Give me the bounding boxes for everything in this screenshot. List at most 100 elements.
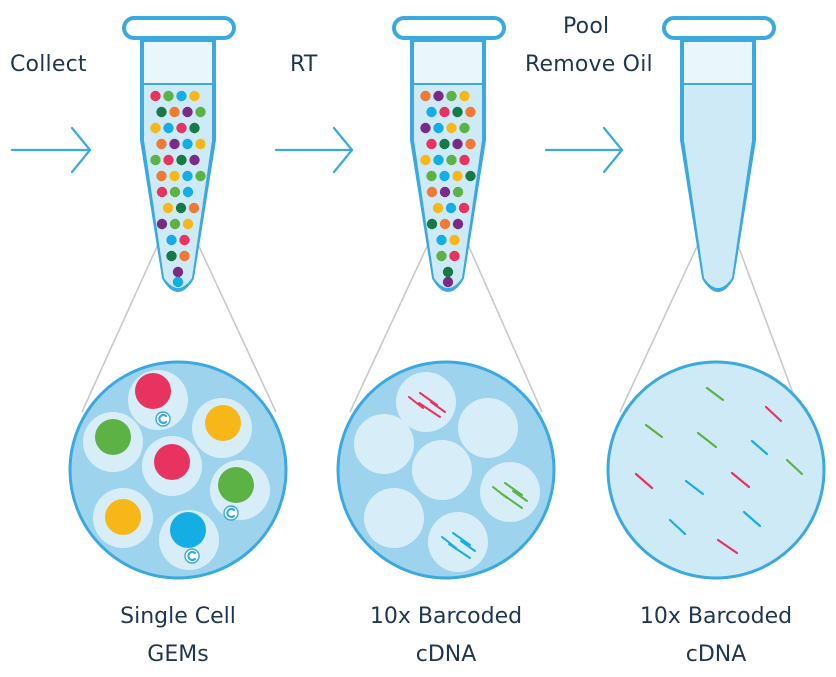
zoom-connector-lines xyxy=(81,239,801,413)
caption-line: 10x Barcoded xyxy=(369,604,523,629)
zoom-circle-gems xyxy=(68,360,288,580)
gem-bead-icon xyxy=(195,106,206,118)
gem-bead-icon xyxy=(433,122,444,134)
gem-bead-icon xyxy=(465,170,476,182)
gem-bead-icon xyxy=(175,202,187,214)
tube-icon xyxy=(122,16,236,292)
gem-bead-icon xyxy=(169,106,180,118)
gem-bead-icon xyxy=(436,250,447,262)
gem-bead-icon xyxy=(439,106,450,118)
gem-bead-icon xyxy=(452,106,463,118)
gem-bead-icon xyxy=(163,154,174,166)
gem-bead-icon xyxy=(426,218,438,230)
caption-line: GEMs xyxy=(147,642,209,667)
gem-bead-icon xyxy=(179,234,190,246)
gem-bead-icon xyxy=(426,138,437,150)
gem-bead-icon xyxy=(156,138,167,150)
caption-line: Single Cell xyxy=(120,604,236,629)
step-label-collect: Collect xyxy=(10,52,87,77)
gem-bead-icon xyxy=(169,170,180,182)
gem-bead-icon xyxy=(172,266,184,278)
cdna-strand-icon xyxy=(441,532,476,559)
gem-bead-icon xyxy=(420,122,431,134)
gem-bead-icon xyxy=(163,90,174,102)
gem-bead-icon xyxy=(150,154,161,166)
cdna-strand-icon xyxy=(408,392,446,418)
gem-bead-icon xyxy=(452,138,463,150)
gem-bead-icon xyxy=(446,154,457,166)
gem-bead-icon xyxy=(166,250,177,262)
gem-bead-icon xyxy=(459,122,470,134)
gem-bead-icon xyxy=(433,90,444,102)
gem-bead-icon xyxy=(150,122,161,134)
gem-bead-icon xyxy=(459,154,470,166)
gem-bead-icon xyxy=(156,170,167,182)
tube-gem-dots xyxy=(420,90,476,288)
caption-line: cDNA xyxy=(415,642,477,667)
gem-bead-icon xyxy=(439,218,451,230)
gem-bead-icon xyxy=(182,106,193,118)
gem-bead-icon xyxy=(172,276,184,288)
cdna-strand-icon xyxy=(492,482,528,509)
gem-bead-icon xyxy=(426,106,437,118)
gem-bead-icon xyxy=(439,186,451,198)
caption-line: 10x Barcoded xyxy=(639,604,793,629)
step-label-remove-oil: Remove Oil xyxy=(525,52,653,77)
gem-bead-icon xyxy=(426,170,437,182)
gem-bead-icon xyxy=(179,250,190,262)
gem-bead-icon xyxy=(195,138,206,150)
gem-bead-icon xyxy=(426,186,438,198)
gem-bead-icon xyxy=(449,234,460,246)
arrow-right-icon xyxy=(10,126,92,174)
gem-bead-icon xyxy=(420,90,431,102)
caption-single-cell-gems: Single Cell GEMs xyxy=(58,598,298,674)
gem-bead-icon xyxy=(156,186,168,198)
gem-bead-icon xyxy=(176,122,187,134)
gem-bead-icon xyxy=(182,186,194,198)
zoom-circle-pooled-cdna xyxy=(606,360,826,580)
gem-bead-icon xyxy=(156,106,167,118)
caption-barcoded-cdna: 10x Barcoded cDNA xyxy=(326,598,566,674)
gem-bead-icon xyxy=(182,218,194,230)
gem-bead-icon xyxy=(442,276,454,288)
gem-bead-icon xyxy=(189,154,200,166)
caption-pooled-barcoded-cdna: 10x Barcoded cDNA xyxy=(596,598,836,674)
caption-line: cDNA xyxy=(685,642,747,667)
tube-gem-dots xyxy=(150,90,206,288)
gem-bead-icon xyxy=(156,218,168,230)
gem-bead-icon xyxy=(465,106,476,118)
gem-bead-icon xyxy=(449,250,460,262)
gem-bead-icon xyxy=(432,202,444,214)
gem-bead-icon xyxy=(439,138,450,150)
gem-bead-icon xyxy=(188,202,200,214)
arrow-right-icon xyxy=(544,126,624,174)
step-label-rt: RT xyxy=(290,52,318,77)
gem-bead-icon xyxy=(433,154,444,166)
step-label-pool: Pool xyxy=(563,14,610,39)
gem-bead-icon xyxy=(150,90,161,102)
gem-bead-icon xyxy=(176,154,187,166)
gem-bead-icon xyxy=(446,122,457,134)
gem-bead-icon xyxy=(452,218,464,230)
gem-bead-icon xyxy=(452,186,464,198)
gem-bead-icon xyxy=(163,122,174,134)
gem-bead-icon xyxy=(195,170,206,182)
gem-bead-icon xyxy=(459,90,470,102)
gem-bead-icon xyxy=(166,234,177,246)
gem-bead-icon xyxy=(189,90,200,102)
gem-bead-icon xyxy=(182,170,193,182)
gem-bead-icon xyxy=(169,186,181,198)
arrow-right-icon xyxy=(274,126,354,174)
gem-bead-icon xyxy=(439,170,450,182)
gem-bead-icon xyxy=(452,170,463,182)
gem-bead-icon xyxy=(169,138,180,150)
zoom-circle-cdna-gems xyxy=(336,360,556,580)
cdna-strand-icon xyxy=(634,386,804,555)
gem-bead-icon xyxy=(162,202,174,214)
tube-icon xyxy=(662,16,776,292)
gem-bead-icon xyxy=(445,202,457,214)
gem-bead-icon xyxy=(182,138,193,150)
gem-bead-icon xyxy=(189,122,200,134)
gem-bead-icon xyxy=(169,218,181,230)
